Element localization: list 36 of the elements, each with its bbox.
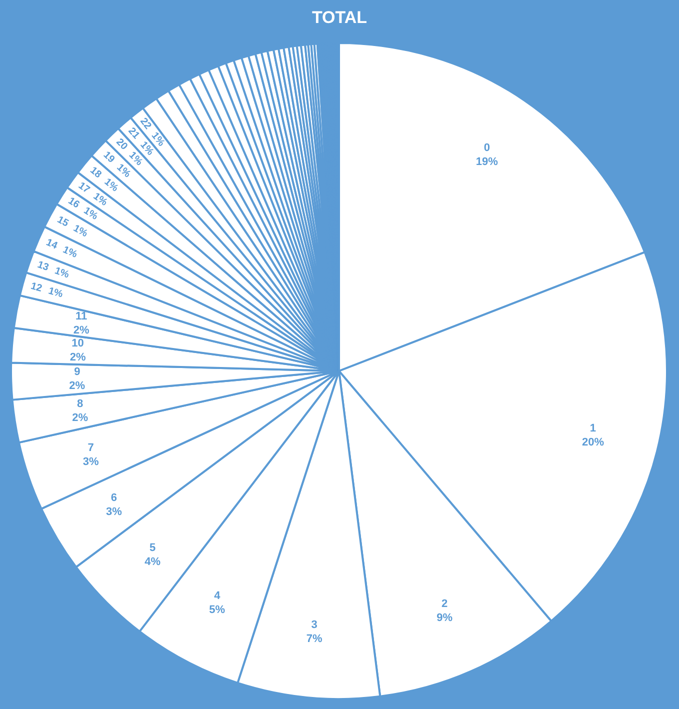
data-label: 1%: [61, 244, 79, 261]
slice-label: 7: [88, 442, 94, 454]
data-label: 2%: [69, 380, 86, 392]
data-label: 9%: [436, 612, 453, 624]
slice-label: 11: [76, 310, 88, 323]
slice-label: 1: [590, 422, 596, 434]
slice-label: 8: [77, 398, 84, 410]
slice-label: 17: [76, 180, 92, 196]
data-label: 3%: [106, 506, 122, 518]
data-label: 20%: [582, 436, 604, 448]
data-label: 19%: [476, 156, 498, 168]
slice-label: 12: [29, 280, 44, 295]
data-label: 4%: [144, 556, 161, 568]
data-label: 2%: [72, 412, 88, 424]
slice-label: 9: [74, 366, 80, 378]
slice-label: 0: [484, 142, 490, 154]
slice-label: 10: [72, 337, 84, 350]
slice-label: 6: [110, 492, 117, 504]
data-label: 7%: [306, 632, 323, 645]
slice-label: 18: [88, 164, 104, 181]
data-label: 2%: [70, 351, 86, 364]
slice-label: 4: [214, 590, 222, 602]
slice-label: 15: [55, 214, 71, 230]
slice-label: 3: [311, 618, 318, 631]
slice-label: 14: [44, 237, 60, 252]
data-label: 1%: [47, 286, 64, 300]
data-label: 1%: [53, 266, 71, 281]
slice-label: 5: [150, 542, 156, 554]
slice-label: 16: [66, 196, 82, 212]
data-label: 2%: [73, 324, 90, 337]
data-label: 1%: [71, 223, 90, 240]
data-label: 3%: [82, 456, 100, 468]
slice-label: 13: [36, 259, 50, 274]
slice-label: 2: [442, 598, 448, 610]
chart-title: TOTAL: [312, 8, 368, 27]
data-label: 5%: [209, 604, 226, 616]
